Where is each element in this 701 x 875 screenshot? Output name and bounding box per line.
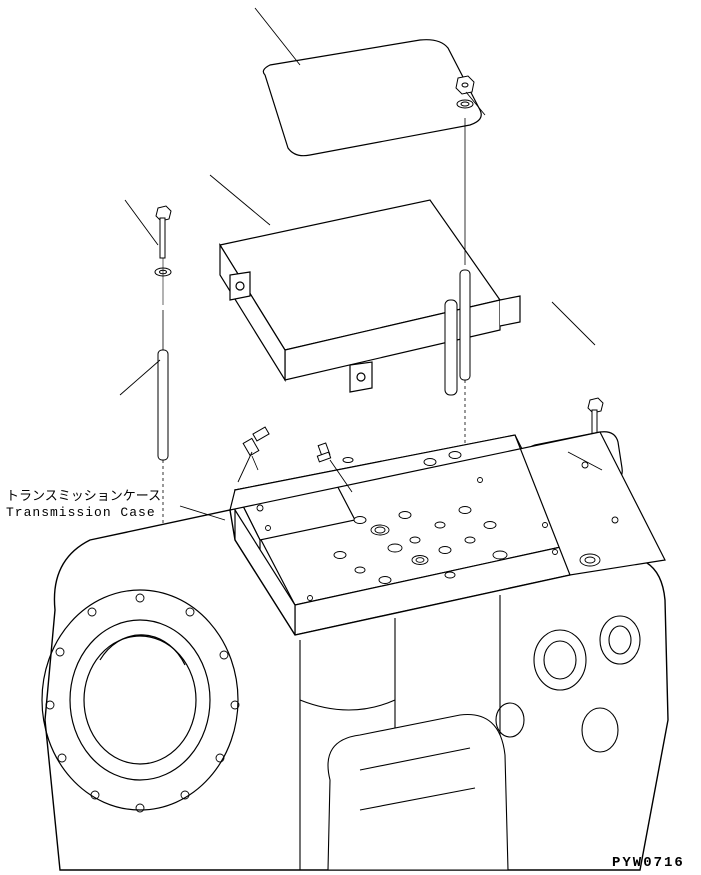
nut-washer-top-right — [456, 76, 474, 108]
spacer-mid — [445, 300, 457, 395]
top-gasket — [263, 40, 481, 156]
transmission-case-label-en: Transmission Case — [6, 505, 156, 520]
straight-fitting — [317, 443, 330, 462]
transmission-case-label-jp: トランスミッションケース — [6, 489, 161, 504]
parts-diagram: トランスミッションケース Transmission Case PYW0716 — [0, 0, 701, 875]
drawing-code: PYW0716 — [612, 855, 685, 871]
cover-plate — [220, 200, 520, 392]
bolt-upper-left — [155, 206, 171, 305]
fittings — [243, 427, 353, 470]
o-ring — [343, 458, 353, 463]
